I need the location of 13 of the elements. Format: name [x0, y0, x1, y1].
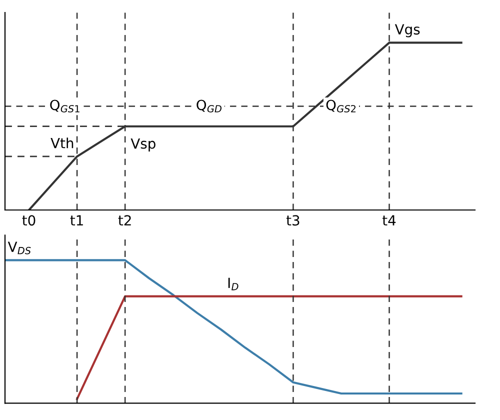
- annotation: Q$_{GS1}$: [50, 100, 80, 112]
- x-tick-label: t3: [286, 215, 300, 226]
- annotation: V$_{DS}$: [8, 242, 31, 254]
- x-tick-label: t0: [22, 215, 36, 226]
- annotation: Q$_{GD}$: [196, 100, 222, 112]
- annotation: Vth: [50, 138, 74, 148]
- annotation: I$_{D}$: [228, 278, 238, 290]
- annotation: Vgs: [394, 24, 420, 38]
- annotation: Vsp: [130, 138, 156, 152]
- x-tick-label: t4: [382, 215, 396, 226]
- x-tick-label: t2: [118, 215, 131, 226]
- annotation: Q$_{GS2}$: [326, 100, 356, 112]
- x-tick-label: t1: [70, 215, 83, 226]
